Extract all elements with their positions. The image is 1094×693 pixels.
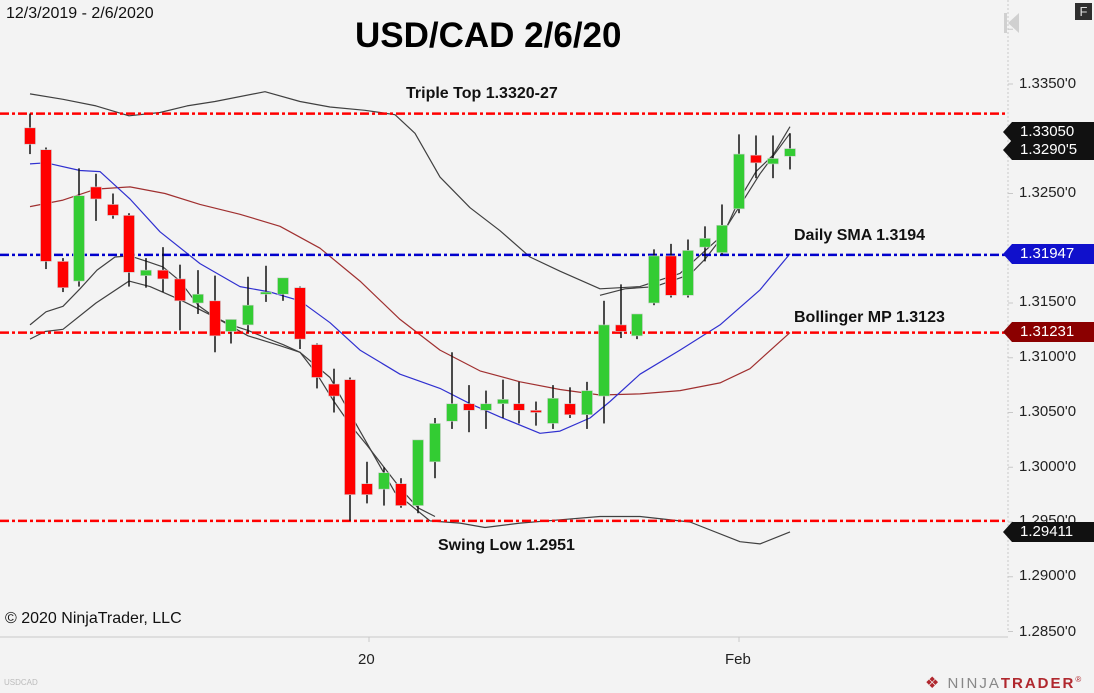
bull-candle [631, 313, 643, 337]
bear-candle [90, 186, 102, 200]
bear-candle [344, 379, 356, 495]
indicator-line [29, 91, 791, 290]
candles [24, 113, 796, 521]
y-label: 1.2900'0 [1019, 567, 1077, 584]
scroll-to-start-icon[interactable] [1003, 12, 1021, 34]
indicator-line [599, 126, 791, 296]
y-label: 1.3350'0 [1019, 75, 1077, 92]
swing-low-annotation: Swing Low 1.2951 [438, 537, 575, 554]
y-label: 1.3250'0 [1019, 184, 1077, 201]
bear-candle [665, 255, 677, 296]
x-label-feb: Feb [725, 651, 751, 668]
bull-candle [260, 291, 272, 295]
bull-candle [767, 158, 779, 165]
bull-candle [446, 403, 458, 422]
bear-candle [294, 287, 306, 340]
bull-candle [242, 304, 254, 326]
bear-candle [564, 403, 576, 415]
bear-candle [40, 149, 52, 262]
bull-candle [497, 399, 509, 405]
bollinger-mp-annotation: Bollinger MP 1.3123 [794, 309, 945, 326]
bull-candle [699, 238, 711, 248]
bull-candle [429, 423, 441, 463]
copyright: © 2020 NinjaTrader, LLC [5, 610, 182, 627]
f-button[interactable]: F [1075, 3, 1092, 20]
bull-candle [192, 293, 204, 304]
upper-band-price-tag: 1.33050 [1003, 122, 1094, 142]
bull-candle [648, 255, 660, 304]
last-price-tag: 1.3290'5 [1003, 140, 1094, 160]
bull-candle [733, 153, 745, 210]
indicator-line [29, 186, 791, 396]
daily-sma-annotation: Daily SMA 1.3194 [794, 227, 926, 244]
horizontal-lines [0, 112, 1008, 523]
bear-candle [395, 483, 407, 506]
triple-top-annotation: Triple Top 1.3320-27 [406, 85, 558, 102]
bear-candle [157, 269, 169, 280]
sma-price-tag: 1.31947 [1003, 244, 1094, 264]
chart-title: USD/CAD 2/6/20 [355, 16, 622, 55]
bear-candle [361, 483, 373, 495]
date-range: 12/3/2019 - 2/6/2020 [6, 5, 154, 22]
bull-candle [682, 250, 694, 296]
indicator-lines [29, 91, 791, 545]
bull-candle [547, 397, 559, 424]
instrument-watermark: USDCAD [4, 678, 38, 687]
indicator-line [29, 162, 791, 434]
bear-candle [107, 204, 119, 216]
lower-band-price-tag: 1.29411 [1003, 522, 1094, 542]
bear-candle [123, 215, 135, 273]
bull-candle [140, 269, 152, 276]
bull-candle [412, 439, 424, 506]
bear-candle [24, 127, 36, 145]
bull-candle [277, 277, 289, 295]
bear-candle [311, 344, 323, 378]
y-label: 1.3100'0 [1019, 348, 1077, 365]
bull-candle [378, 472, 390, 490]
y-label: 1.3000'0 [1019, 458, 1077, 475]
bear-candle [463, 403, 475, 411]
bull-candle [716, 224, 728, 253]
y-label: 1.3150'0 [1019, 293, 1077, 310]
bull-candle [581, 390, 593, 415]
y-label: 1.2850'0 [1019, 623, 1077, 640]
bear-candle [174, 278, 186, 302]
bear-candle [615, 324, 627, 332]
bear-candle [513, 403, 525, 411]
bear-candle [57, 261, 69, 288]
bear-candle [750, 154, 762, 164]
bull-candle [598, 324, 610, 397]
bull-candle [225, 319, 237, 332]
ninja-logo-icon: ❖ [925, 675, 942, 692]
bear-candle [328, 383, 340, 397]
indicator-line [29, 280, 791, 545]
midpoint-price-tag: 1.31231 [1003, 322, 1094, 342]
x-label-20: 20 [358, 651, 375, 668]
bull-candle [480, 403, 492, 411]
bull-candle [784, 148, 796, 157]
ninjatrader-logo: ❖ NINJATRADER® [925, 675, 1084, 692]
bear-candle [530, 410, 542, 413]
y-label: 1.3050'0 [1019, 403, 1077, 420]
bear-candle [209, 300, 221, 337]
bull-candle [73, 195, 85, 282]
